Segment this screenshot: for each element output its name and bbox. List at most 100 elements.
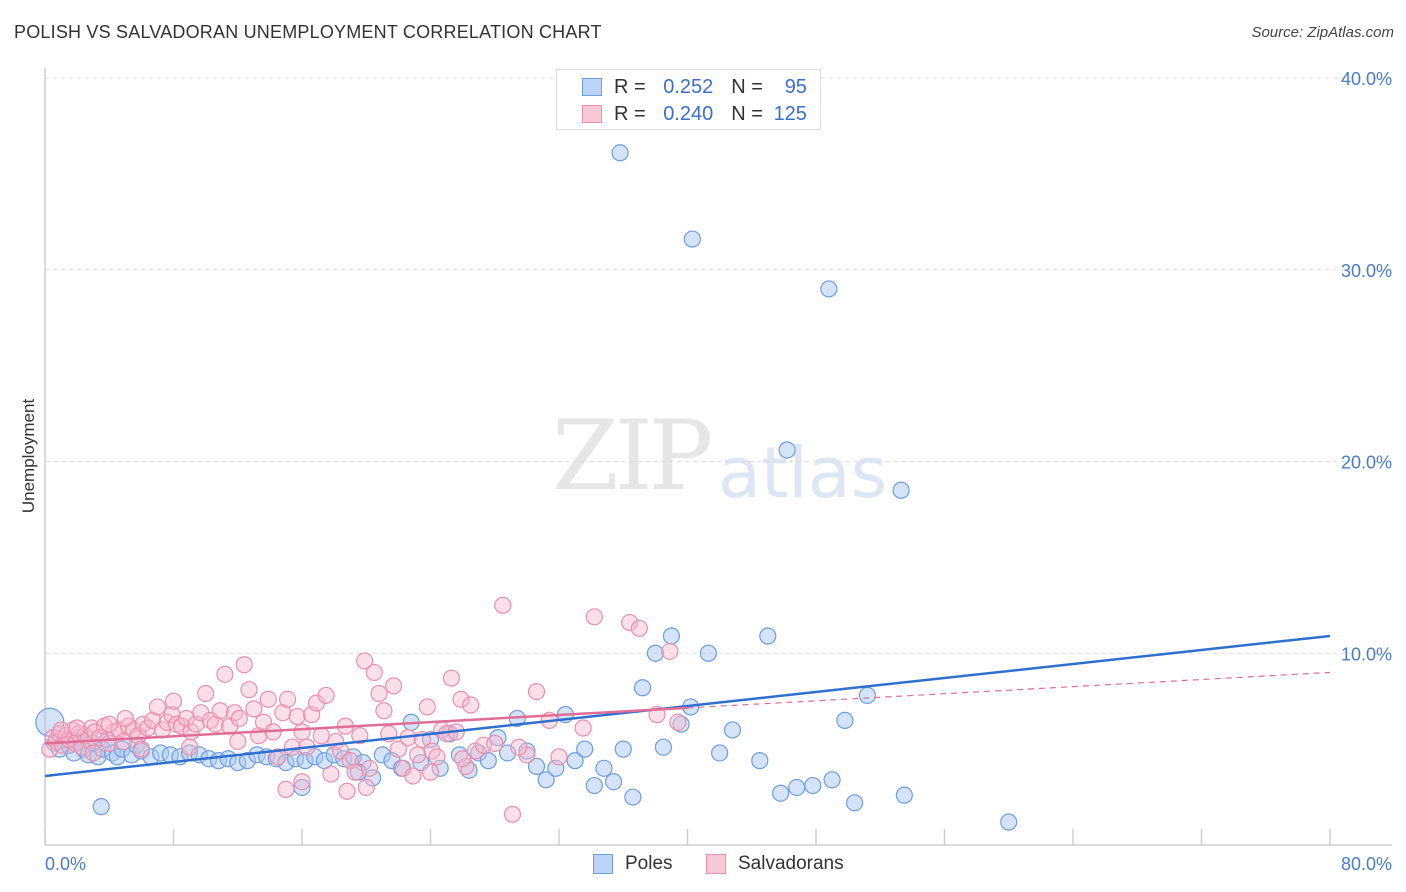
poles-point	[585, 776, 603, 795]
salvadorans-point	[510, 738, 528, 756]
salvadorans-point	[317, 686, 335, 705]
salvadorans-point	[235, 656, 253, 674]
salvadorans-point	[229, 732, 247, 751]
salvadorans-point	[197, 684, 215, 703]
poles-point	[633, 679, 652, 697]
salvadorans-point	[375, 702, 393, 720]
salvadorans-point	[84, 744, 102, 762]
salvadorans-n-value: 125	[773, 102, 807, 125]
salvadorans-point	[52, 721, 70, 739]
salvadorans-point	[293, 773, 311, 791]
salvadorans-point	[312, 727, 330, 745]
salvadorans-point	[148, 698, 167, 716]
salvadorans-point	[180, 738, 199, 756]
poles-point	[614, 740, 632, 758]
poles-point	[527, 757, 546, 775]
poles-point	[605, 773, 623, 791]
salvadorans-point	[365, 663, 383, 682]
correlation-legend: R = 0.252 N = 95 R = 0.240 N = 125	[556, 69, 821, 130]
salvadorans-point	[177, 709, 195, 728]
poles-point	[699, 644, 717, 662]
poles-n-label: N =	[731, 75, 763, 98]
salvadorans-point	[269, 748, 287, 766]
poles-point	[518, 742, 536, 760]
poles-point	[820, 280, 838, 298]
poles-r-label: R =	[614, 75, 646, 98]
salvadorans-point	[132, 740, 150, 758]
salvadorans-point	[245, 700, 263, 718]
salvadorans-point	[661, 642, 679, 660]
salvadorans-point	[630, 619, 648, 637]
salvadorans-point	[278, 690, 297, 708]
trend-lines	[44, 634, 1331, 778]
salvadorans-point	[486, 734, 504, 752]
source-label: Source: ZipAtlas.com	[1251, 24, 1394, 41]
poles-point	[858, 686, 877, 705]
poles-point	[624, 788, 642, 806]
salvadorans-point	[527, 682, 546, 701]
gridlines	[45, 77, 1392, 654]
poles-point	[611, 144, 629, 162]
salvadorans-point	[357, 778, 375, 797]
salvadorans-point	[206, 715, 224, 733]
salvadorans-point	[356, 652, 374, 670]
salvadorans-point	[216, 665, 234, 683]
poles-point	[683, 230, 701, 248]
poles-point	[723, 721, 742, 739]
poles-point	[576, 740, 594, 758]
salvadorans-point	[442, 669, 460, 687]
salvadorans-point	[322, 765, 340, 783]
poles-point	[711, 744, 729, 762]
salvadorans-point	[360, 759, 379, 777]
poles-point	[566, 752, 584, 770]
tick-labels: 10.0% 20.0% 30.0% 40.0% 0.0% 80.0%	[45, 69, 1392, 874]
salvadorans-point	[259, 690, 277, 708]
poles-point	[823, 771, 841, 789]
legend-row-poles: R = 0.252 N = 95	[582, 76, 807, 98]
y-tick-label: 40.0%	[1341, 69, 1392, 89]
salvadorans-point	[669, 713, 687, 731]
y-tick-label: 20.0%	[1341, 453, 1392, 473]
salvadorans-swatch	[582, 105, 602, 123]
salvadorans-point	[494, 596, 512, 614]
salvadorans-point	[462, 696, 480, 714]
bottom-salvadorans-swatch	[706, 854, 726, 874]
poles-point	[479, 752, 497, 770]
poles-point	[759, 627, 777, 645]
poles-point	[654, 738, 673, 756]
watermark-zip: ZIP	[552, 400, 713, 512]
salvadorans-point	[621, 613, 639, 632]
poles-point	[646, 644, 664, 662]
poles-point	[364, 769, 382, 787]
salvadorans-point	[454, 750, 472, 768]
poles-point	[892, 481, 910, 499]
chart-title: POLISH VS SALVADORAN UNEMPLOYMENT CORREL…	[14, 22, 602, 42]
salvadorans-point	[574, 719, 592, 737]
x-tick-label: 0.0%	[45, 854, 86, 874]
salvadorans-point	[428, 748, 446, 766]
salvadorans-point	[346, 763, 364, 781]
salvadorans-point	[418, 698, 436, 716]
y-tick-label: 10.0%	[1341, 644, 1392, 664]
poles-point	[772, 784, 790, 802]
salvadorans-point	[230, 709, 248, 728]
salvadorans-trend-extension	[687, 671, 1331, 709]
poles-point	[845, 794, 864, 812]
poles-point	[662, 627, 681, 645]
poles-point	[804, 776, 822, 795]
poles-point	[836, 711, 854, 729]
salvadorans-trend-line	[44, 706, 688, 745]
salvadorans-point	[100, 715, 118, 733]
poles-r-value: 0.252	[663, 75, 714, 98]
bottom-salvadorans-label: Salvadorans	[738, 853, 844, 874]
poles-point	[1000, 813, 1018, 831]
bottom-legend-poles: Poles	[593, 852, 673, 876]
salvadorans-point	[351, 727, 369, 745]
salvadorans-point	[404, 767, 422, 785]
salvadorans-point	[421, 763, 440, 781]
salvadorans-point	[116, 709, 134, 728]
legend-row-salvadorans: R = 0.240 N = 125	[582, 103, 807, 125]
salvadorans-r-value: 0.240	[663, 102, 714, 125]
poles-point	[751, 752, 769, 770]
salvadorans-r-label: R =	[614, 102, 646, 125]
